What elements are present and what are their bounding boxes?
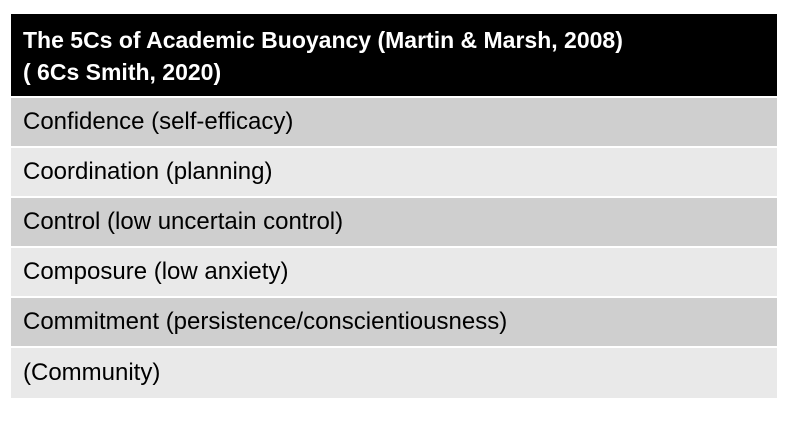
table-header: The 5Cs of Academic Buoyancy (Martin & M…: [11, 14, 777, 98]
table-row-coordination: Coordination (planning): [11, 148, 777, 198]
five-cs-table: The 5Cs of Academic Buoyancy (Martin & M…: [11, 14, 777, 398]
table-row-confidence: Confidence (self-efficacy): [11, 98, 777, 148]
table-row-control: Control (low uncertain control): [11, 198, 777, 248]
table-subtitle: ( 6Cs Smith, 2020): [23, 59, 222, 85]
table-row-commitment: Commitment (persistence/conscientiousnes…: [11, 298, 777, 348]
table-row-community: (Community): [11, 348, 777, 398]
table-title: The 5Cs of Academic Buoyancy (Martin & M…: [23, 27, 623, 53]
table-row-composure: Composure (low anxiety): [11, 248, 777, 298]
